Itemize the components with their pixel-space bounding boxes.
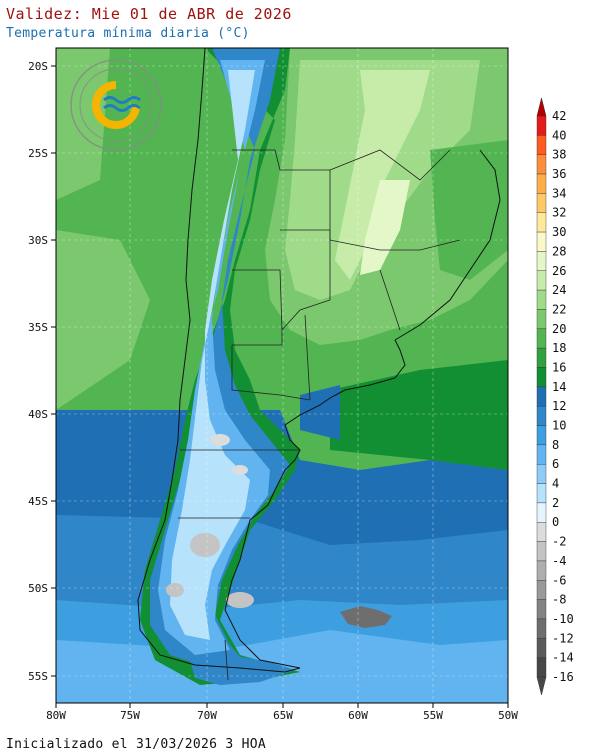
colorbar-label: -14 [552,651,574,665]
colorbar-swatch [536,405,547,426]
colorbar-swatch [536,270,547,291]
colorbar-label: 32 [552,206,566,220]
colorbar-label: 0 [552,515,559,529]
colorbar-label: -10 [552,612,574,626]
colorbar-swatch [536,502,547,523]
colorbar-swatch [536,618,547,639]
colorbar-swatch [536,135,547,155]
colorbar-swatch [536,347,547,368]
map-field [56,48,508,703]
colorbar-label: 16 [552,360,566,374]
colorbar-swatch [536,657,547,678]
lat-label: 20S [28,60,48,73]
lat-label: 35S [28,321,48,334]
colorbar-swatch [536,289,547,310]
colorbar-label: 40 [552,128,566,142]
lon-label: 70W [197,709,217,722]
colorbar-arrow-bottom [536,676,547,696]
lat-label: 30S [28,234,48,247]
lon-label: 60W [348,709,368,722]
colorbar-label: -16 [552,670,574,684]
colorbar-label: 14 [552,380,566,394]
colorbar-label: 36 [552,167,566,181]
colorbar-label: 8 [552,438,559,452]
colorbar-swatch [536,522,547,542]
colorbar-swatch [536,464,547,484]
colorbar-swatch [536,251,547,271]
colorbar-label: 12 [552,399,566,413]
lat-label: 25S [28,147,48,160]
lon-label: 55W [423,709,443,722]
validity-title: Validez: Mie 01 de ABR de 2026 [6,5,292,23]
colorbar-label: 34 [552,186,566,200]
colorbar-swatch [536,231,547,252]
temperature-colorbar: 424038363432302826242220181614121086420-… [536,97,574,696]
colorbar-label: 18 [552,341,566,355]
colorbar-swatch [536,541,547,562]
colorbar-label: -8 [552,593,566,607]
colorbar-swatch [536,638,547,658]
init-footer: Inicializado el 31/03/2026 3 HOA [6,737,267,752]
colorbar-label: 6 [552,457,559,471]
temperature-map: 80W 75W 70W 65W 60W 55W 50W 20S 25S 30S … [28,47,574,722]
map-subtitle: Temperatura mínima diaria (°C) [6,26,250,41]
lon-label: 50W [498,709,518,722]
colorbar-label: 20 [552,322,566,336]
colorbar-label: 28 [552,244,566,258]
colorbar-label: -6 [552,573,566,587]
colorbar-swatch [536,386,547,407]
colorbar-swatch [536,580,547,600]
colorbar-label: 10 [552,419,566,433]
colorbar-swatch [536,173,547,194]
colorbar-swatch [536,328,547,349]
lon-label: 80W [46,709,66,722]
colorbar-label: -4 [552,554,566,568]
colorbar-label: 24 [552,283,566,297]
colorbar-label: 30 [552,225,566,239]
colorbar-swatch [536,599,547,620]
coastline [137,48,501,673]
lon-label: 65W [273,709,293,722]
colorbar-swatch [536,425,547,446]
colorbar-label: -12 [552,631,574,645]
colorbar-swatch [536,115,547,136]
colorbar-swatch [536,560,547,581]
colorbar-swatch [536,212,547,233]
lat-label: 55S [28,670,48,683]
colorbar-swatch [536,367,547,388]
colorbar-arrow-top [536,97,547,117]
map-frame [55,47,509,704]
lat-label: 45S [28,495,48,508]
colorbar-swatch [536,444,547,465]
lon-label: 75W [120,709,140,722]
lat-label: 40S [28,408,48,421]
colorbar-label: 26 [552,264,566,278]
colorbar-label: 2 [552,496,559,510]
colorbar-swatch [536,193,547,213]
colorbar-swatch [536,309,547,329]
lat-label: 50S [28,582,48,595]
colorbar-swatch [536,154,547,175]
colorbar-label: 22 [552,302,566,316]
colorbar-label: 4 [552,477,559,491]
smn-logo [70,59,162,151]
colorbar-swatch [536,483,547,504]
province-borders [178,149,461,681]
colorbar-label: 42 [552,109,566,123]
colorbar-label: 38 [552,148,566,162]
colorbar-label: -2 [552,535,566,549]
